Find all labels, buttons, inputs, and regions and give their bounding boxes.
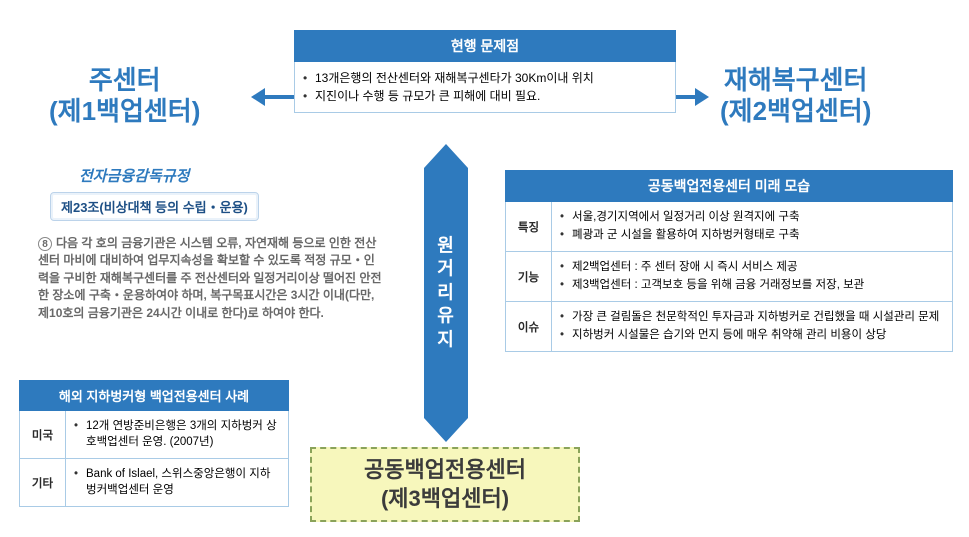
future-row-label: 기능 [506, 252, 552, 302]
overseas-row-content: Bank of Islael, 스위스중앙은행이 지하벙커백업센터 운영 [66, 459, 289, 507]
vertical-arrow-label: 원거리유지 [437, 235, 455, 352]
problems-item: 지진이나 수행 등 규모가 큰 피해에 대비 필요. [303, 88, 667, 104]
overseas-box: 해외 지하벙커형 백업전용센터 사례 미국 12개 연방준비은행은 3개의 지하벙… [19, 380, 289, 507]
law-body-text: 다음 각 호의 금융기관은 시스템 오류, 자연재해 등으로 인한 전산센터 마… [38, 236, 382, 320]
law-heading: 전자금융감독규정 [79, 165, 189, 186]
future-row-content: 서울,경기지역에서 일정거리 이상 원격지에 구축폐광과 군 시설을 활용하여 … [552, 202, 953, 252]
arrow-head-left [251, 88, 265, 106]
problems-items-cell: 13개은행의 전산센터와 재해복구센타가 30Km이내 위치지진이나 수행 등 … [295, 62, 676, 113]
future-title: 공동백업전용센터 미래 모습 [506, 171, 953, 202]
dr-center-label: 재해복구센터 (제2백업센터) [720, 65, 871, 127]
future-item: 서울,경기지역에서 일정거리 이상 원격지에 구축 [560, 210, 944, 226]
law-article-chip: 제23조(비상대책 등의 수립・운용) [50, 192, 259, 221]
overseas-item: Bank of Islael, 스위스중앙은행이 지하벙커백업센터 운영 [74, 467, 280, 498]
overseas-row-content: 12개 연방준비은행은 3개의 지하벙커 상호백업센터 운영. (2007년) [66, 411, 289, 459]
future-row-content: 제2백업센터 : 주 센터 장애 시 즉시 서비스 제공제3백업센터 : 고객보… [552, 252, 953, 302]
problems-item: 13개은행의 전산센터와 재해복구센타가 30Km이내 위치 [303, 70, 667, 86]
arrow-head-bottom [424, 418, 468, 442]
law-item-number: 8 [38, 237, 52, 251]
future-item: 제2백업센터 : 주 센터 장애 시 즉시 서비스 제공 [560, 260, 944, 276]
main-center-line1: 주센터 [49, 65, 200, 96]
future-item: 가장 큰 걸림돌은 천문학적인 투자금과 지하벙커로 건립했을 때 시설관리 문… [560, 310, 944, 326]
future-item: 폐광과 군 시설을 활용하여 지하벙커형태로 구축 [560, 228, 944, 244]
overseas-row-label: 기타 [20, 459, 66, 507]
overseas-row-label: 미국 [20, 411, 66, 459]
problems-title: 현행 문제점 [295, 31, 676, 62]
main-center-label: 주센터 (제1백업센터) [49, 65, 200, 127]
law-body: 8다음 각 호의 금융기관은 시스템 오류, 자연재해 등으로 인한 전산센터 … [38, 235, 383, 322]
future-row-label: 이슈 [506, 302, 552, 352]
problems-box: 현행 문제점 13개은행의 전산센터와 재해복구센타가 30Km이내 위치지진이… [294, 30, 676, 113]
arrow-head-right [695, 88, 709, 106]
future-box: 공동백업전용센터 미래 모습 특징서울,경기지역에서 일정거리 이상 원격지에 … [505, 170, 953, 352]
arrow-head-top [424, 144, 468, 168]
arrow-vertical-distance: 원거리유지 [424, 168, 468, 418]
future-item: 지하벙커 시설물은 습기와 먼지 등에 매우 취약해 관리 비용이 상당 [560, 328, 944, 344]
future-row-content: 가장 큰 걸림돌은 천문학적인 투자금과 지하벙커로 건립했을 때 시설관리 문… [552, 302, 953, 352]
shared-center-line1: 공동백업전용센터 [364, 456, 526, 485]
main-center-line2: (제1백업센터) [49, 96, 200, 127]
dr-center-line2: (제2백업센터) [720, 96, 871, 127]
future-row-label: 특징 [506, 202, 552, 252]
shared-center-box: 공동백업전용센터 (제3백업센터) [310, 447, 580, 522]
overseas-title: 해외 지하벙커형 백업전용센터 사례 [20, 381, 289, 411]
future-item: 제3백업센터 : 고객보호 등을 위해 금융 거래정보를 저장, 보관 [560, 278, 944, 294]
overseas-item: 12개 연방준비은행은 3개의 지하벙커 상호백업센터 운영. (2007년) [74, 419, 280, 450]
dr-center-line1: 재해복구센터 [720, 65, 871, 96]
shared-center-line2: (제3백업센터) [381, 485, 509, 514]
